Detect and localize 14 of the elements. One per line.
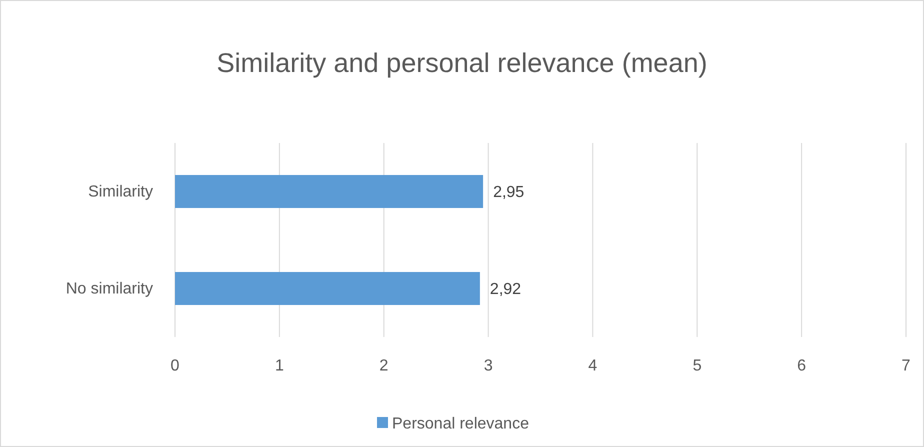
x-tick-label: 2	[379, 357, 388, 374]
y-tick-label: No similarity	[66, 280, 153, 298]
x-tick-label: 5	[692, 357, 702, 374]
x-tick-label: 6	[797, 357, 806, 374]
x-tick-label: 4	[588, 357, 598, 374]
x-tick-label: 7	[902, 357, 911, 374]
x-tick-label: 0	[170, 357, 180, 374]
x-tick-label: 3	[484, 357, 493, 374]
data-label: 2,92	[490, 281, 522, 298]
data-label: 2,95	[493, 184, 524, 202]
y-tick-label: Similarity	[88, 184, 153, 201]
legend-label: Personal relevance	[392, 416, 530, 433]
x-tick-label: 1	[274, 357, 284, 374]
chart-title: Similarity and personal relevance (mean)	[216, 48, 708, 78]
